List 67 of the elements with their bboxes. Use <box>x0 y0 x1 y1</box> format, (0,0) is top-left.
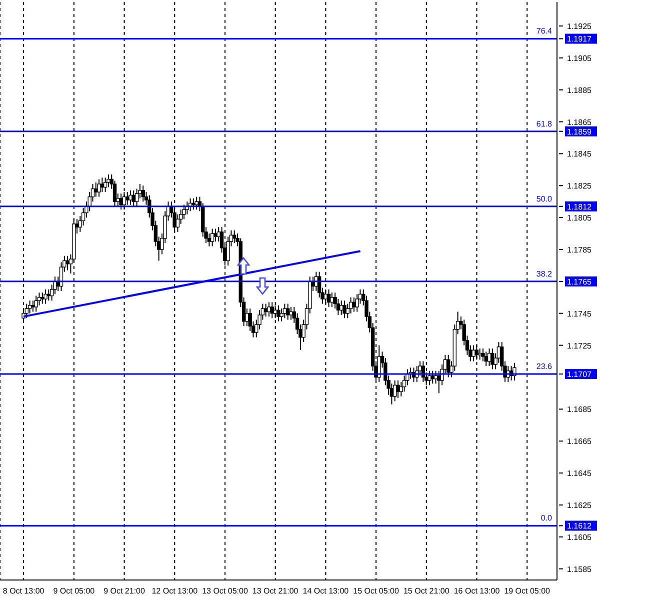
candlestick <box>119 193 123 210</box>
y-tick-label: 1.1905 <box>567 54 592 63</box>
y-tick-label: 1.1725 <box>567 341 592 350</box>
candlestick <box>490 348 494 370</box>
candlestick <box>106 174 110 188</box>
candlestick <box>182 204 186 220</box>
annotation: 61.8 <box>536 119 553 128</box>
annotation: 0.0 <box>540 514 553 523</box>
x-tick-label: 8 Oct 13:00 <box>2 586 45 596</box>
candlestick <box>280 308 284 322</box>
candlestick <box>267 302 271 318</box>
y-tick-label: 1.1825 <box>567 182 592 191</box>
candlestick <box>214 228 218 242</box>
candlestick <box>40 292 44 304</box>
x-tick-label: 13 Oct 21:00 <box>252 586 299 596</box>
y-tick-label: 1.1865 <box>567 118 592 127</box>
y-tick-label: 1.1885 <box>567 86 592 95</box>
candlestick <box>44 288 48 304</box>
x-tick-label: 14 Oct 13:00 <box>302 586 350 596</box>
candlestick <box>103 177 108 193</box>
candlestick <box>286 303 290 320</box>
y-tick-label: 1.1765 <box>567 277 592 286</box>
y-tick-label: 1.1785 <box>567 245 592 254</box>
candlestick <box>396 380 400 398</box>
y-tick-label: 1.1685 <box>567 405 592 414</box>
candlestick <box>428 370 432 386</box>
candlestick <box>34 295 38 312</box>
candlestick <box>194 196 198 210</box>
x-tick-label: 15 Oct 05:00 <box>353 586 400 596</box>
candlestick <box>481 348 485 362</box>
y-tick-label: 1.1605 <box>567 532 592 542</box>
candlestick <box>289 306 293 320</box>
candlestick <box>210 228 214 247</box>
y-tick-label: 1.1707 <box>567 370 592 380</box>
x-tick-label: 15 Oct 21:00 <box>403 586 450 596</box>
candlestick <box>342 300 346 319</box>
candlestick <box>28 300 32 314</box>
annotation: 50.0 <box>536 194 553 204</box>
y-tick-label: 1.1845 <box>567 150 592 159</box>
annotation: 38.2 <box>536 269 553 278</box>
y-tick-label: 1.1917 <box>567 34 592 44</box>
x-tick-label: 13 Oct 05:00 <box>202 586 248 596</box>
x-tick-label: 16 Oct 13:00 <box>454 586 500 596</box>
y-tick-label: 1.1625 <box>567 500 592 510</box>
candlestick <box>176 214 180 232</box>
candlestick <box>276 304 280 322</box>
candlestick <box>31 300 35 312</box>
y-tick-label: 1.1585 <box>567 564 592 574</box>
annotation: 23.6 <box>536 362 553 372</box>
candlestick <box>355 294 359 312</box>
y-tick-label: 1.1612 <box>567 522 592 531</box>
candlestick <box>128 190 132 206</box>
candlestick <box>141 185 145 202</box>
x-tick-label: 12 Oct 13:00 <box>152 586 198 596</box>
y-tick-label: 1.1645 <box>567 469 592 478</box>
x-tick-label: 19 Oct 05:00 <box>504 586 551 596</box>
y-tick-label: 1.1745 <box>567 309 592 318</box>
y-tick-label: 1.1812 <box>567 202 592 212</box>
y-tick-label: 1.1859 <box>567 127 592 136</box>
x-tick-label: 9 Oct 05:00 <box>53 586 96 596</box>
candlestick <box>134 188 139 207</box>
y-tick-label: 1.1925 <box>567 22 592 31</box>
y-tick-label: 1.1805 <box>567 214 592 223</box>
y-tick-label: 1.1665 <box>567 437 592 446</box>
candlestick <box>97 178 101 198</box>
x-tick-label: 9 Oct 21:00 <box>104 586 146 596</box>
annotation: 76.4 <box>536 26 553 36</box>
